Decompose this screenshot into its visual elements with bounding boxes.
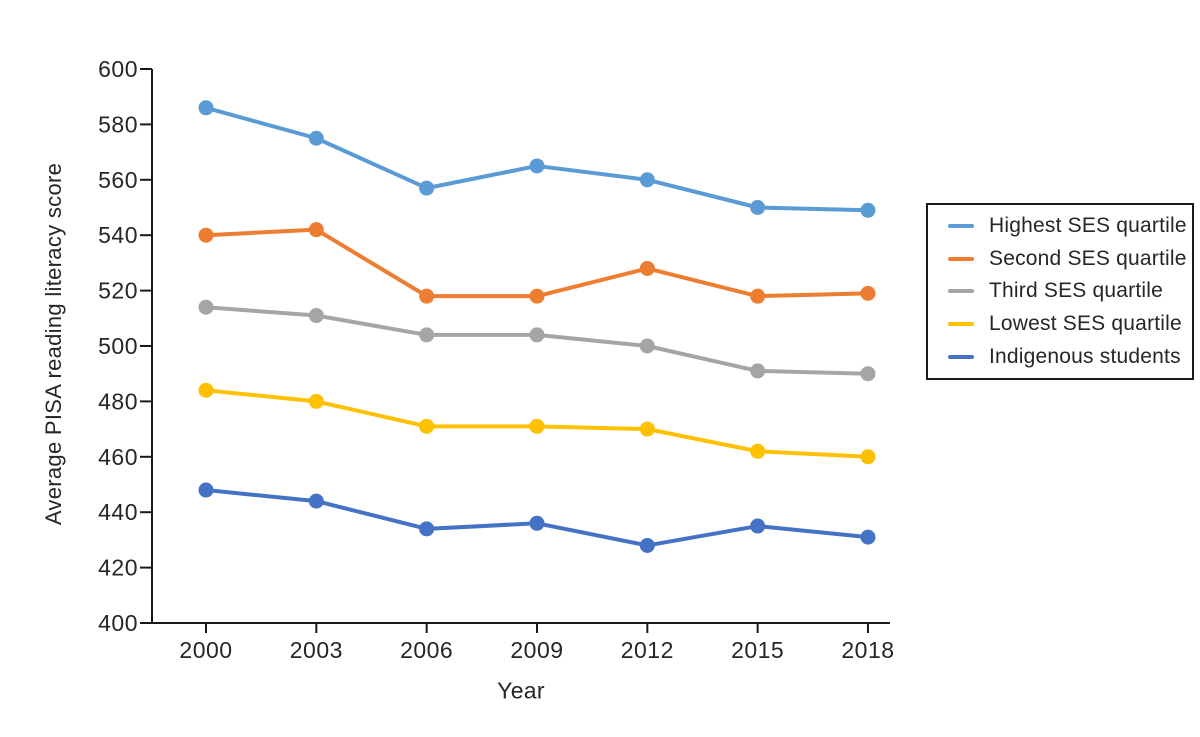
data-point-second-ses-quartile-2015 (750, 288, 766, 304)
data-point-lowest-ses-quartile-2018 (860, 449, 876, 465)
y-tick-label: 520 (98, 278, 138, 304)
data-point-lowest-ses-quartile-2006 (419, 418, 435, 434)
data-point-third-ses-quartile-2015 (750, 363, 766, 379)
data-point-highest-ses-quartile-2003 (308, 130, 324, 146)
data-point-lowest-ses-quartile-2015 (750, 443, 766, 459)
legend-item-second-ses-quartile: Second SES quartile (948, 247, 1192, 271)
x-tick-label: 2012 (621, 637, 674, 663)
data-point-lowest-ses-quartile-2009 (529, 418, 545, 434)
data-point-third-ses-quartile-2009 (529, 327, 545, 343)
y-tick-label: 460 (98, 444, 138, 470)
data-point-lowest-ses-quartile-2003 (308, 393, 324, 409)
x-tick-label: 2018 (841, 637, 894, 663)
series-third-ses-quartile (198, 299, 876, 382)
data-point-highest-ses-quartile-2006 (419, 180, 435, 196)
series-highest-ses-quartile (198, 100, 876, 218)
x-tick-label: 2015 (731, 637, 784, 663)
data-point-highest-ses-quartile-2015 (750, 200, 766, 215)
legend-swatch-highest-ses-quartile (948, 223, 974, 228)
data-point-indigenous-students-2018 (860, 529, 876, 545)
data-point-indigenous-students-2015 (750, 518, 766, 534)
legend: Highest SES quartile Second SES quartile T… (926, 203, 1194, 380)
legend-swatch-indigenous-students (948, 355, 974, 360)
x-tick-label: 2009 (510, 637, 563, 663)
data-point-indigenous-students-2012 (639, 537, 655, 553)
legend-item-indigenous-students: Indigenous students (948, 345, 1192, 369)
data-point-third-ses-quartile-2000 (198, 299, 214, 315)
legend-item-third-ses-quartile: Third SES quartile (948, 279, 1192, 303)
data-point-third-ses-quartile-2018 (860, 366, 876, 382)
series-indigenous-students (198, 482, 876, 553)
legend-swatch-second-ses-quartile (948, 256, 974, 261)
data-point-second-ses-quartile-2003 (308, 222, 324, 238)
data-point-highest-ses-quartile-2018 (860, 202, 876, 218)
legend-label: Second SES quartile (989, 246, 1187, 270)
data-point-highest-ses-quartile-2000 (198, 100, 214, 116)
data-point-lowest-ses-quartile-2000 (198, 382, 214, 398)
x-tick-label: 2000 (179, 637, 232, 663)
x-tick-label: 2003 (290, 637, 343, 663)
y-tick-label: 560 (98, 167, 138, 193)
data-point-second-ses-quartile-2018 (860, 285, 876, 301)
data-point-indigenous-students-2000 (198, 482, 214, 498)
y-tick-label: 600 (98, 56, 138, 82)
legend-item-highest-ses-quartile: Highest SES quartile (948, 214, 1192, 238)
data-point-third-ses-quartile-2006 (419, 327, 435, 343)
series-second-ses-quartile (198, 222, 876, 304)
legend-label: Indigenous students (989, 345, 1181, 369)
data-point-third-ses-quartile-2012 (639, 338, 655, 354)
legend-swatch-lowest-ses-quartile (948, 322, 974, 327)
y-tick-label: 500 (98, 333, 138, 359)
series-line-second-ses-quartile (204, 227, 870, 299)
data-point-second-ses-quartile-2009 (529, 288, 545, 304)
data-point-highest-ses-quartile-2009 (529, 158, 545, 174)
y-tick-label: 400 (98, 610, 138, 636)
y-tick-label: 580 (98, 111, 138, 137)
data-point-third-ses-quartile-2003 (308, 308, 324, 324)
legend-item-lowest-ses-quartile: Lowest SES quartile (948, 312, 1192, 336)
data-point-indigenous-students-2003 (308, 493, 324, 509)
legend-label: Lowest SES quartile (989, 312, 1182, 336)
y-axis-title: Average PISA reading literacy score (41, 162, 66, 526)
y-tick-label: 420 (98, 555, 138, 581)
legend-swatch-third-ses-quartile (948, 289, 974, 294)
data-point-second-ses-quartile-2000 (198, 227, 214, 243)
data-point-indigenous-students-2009 (529, 515, 545, 531)
data-point-indigenous-students-2006 (419, 521, 435, 537)
data-point-second-ses-quartile-2006 (419, 288, 435, 304)
y-tick-label: 480 (98, 388, 138, 414)
legend-label: Third SES quartile (989, 279, 1164, 303)
series-lowest-ses-quartile (198, 382, 876, 465)
legend-label: Highest SES quartile (989, 213, 1187, 237)
data-point-highest-ses-quartile-2012 (639, 172, 655, 188)
y-tick-label: 440 (98, 499, 138, 525)
x-tick-label: 2006 (400, 637, 453, 663)
y-tick-label: 540 (98, 222, 138, 248)
data-point-second-ses-quartile-2012 (639, 260, 655, 276)
x-axis-title: Year (497, 677, 545, 704)
data-point-lowest-ses-quartile-2012 (639, 421, 655, 437)
